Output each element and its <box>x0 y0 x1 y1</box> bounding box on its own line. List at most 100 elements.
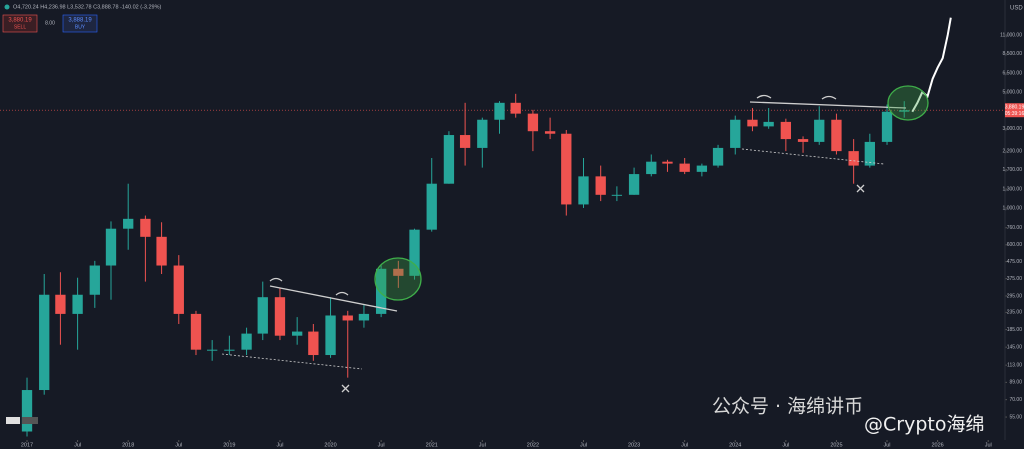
author: @Crypto海绵 <box>864 414 984 436</box>
candle-body <box>628 174 640 195</box>
x-tick-label: Jul <box>782 442 789 448</box>
y-tick-label: 6,500.00 <box>1003 70 1023 76</box>
y-tick-label: 1,300.00 <box>1003 186 1023 192</box>
candle-body <box>712 147 724 166</box>
candle-body <box>393 268 404 276</box>
y-tick-label: 475.00 <box>1007 259 1023 265</box>
candle-body <box>881 111 893 142</box>
buy-label: BUY <box>75 24 86 30</box>
x-tick-label: 2026 <box>931 442 943 448</box>
buy-price: 3,888.19 <box>68 18 92 24</box>
candle-body <box>342 315 353 321</box>
candle-body <box>510 102 521 114</box>
candle-body <box>426 183 437 230</box>
x-tick-label: 2022 <box>527 442 539 448</box>
ohlc-info: O4,720.24 H4,236.98 L3,532.78 C3,888.78 … <box>13 4 161 10</box>
x-tick-label: 2025 <box>830 442 842 448</box>
marks <box>21 17 952 437</box>
candle-body <box>105 228 117 266</box>
x-tick-label: Jul <box>985 442 992 448</box>
buy-button[interactable] <box>62 14 98 33</box>
candle-body <box>140 218 151 237</box>
candle-body <box>864 141 875 166</box>
candle-body <box>611 194 623 196</box>
y-tick-label: 760.00 <box>1007 225 1023 231</box>
price-label-bg <box>1005 103 1024 118</box>
candle-body <box>544 131 556 134</box>
candle-body <box>55 294 66 314</box>
candle-body <box>443 135 455 184</box>
y-tick-label: 1,000.00 <box>1003 205 1023 211</box>
highlight-circle <box>887 85 929 121</box>
x-tick-label: 2019 <box>223 442 235 448</box>
candle-body <box>814 119 825 142</box>
y-tick-label: 8,500.00 <box>1003 51 1023 57</box>
grid <box>0 0 1007 442</box>
status-dot <box>4 4 10 10</box>
candle-body <box>325 315 336 356</box>
x-tick-label: 2020 <box>324 442 336 448</box>
y-tick-label: 5,000.00 <box>1003 89 1023 95</box>
candle-body <box>831 119 842 152</box>
price-label: 3,880.19 <box>1005 105 1024 111</box>
y-tick-label: 3,000.00 <box>1003 126 1023 132</box>
x-tick-label: 2024 <box>729 442 741 448</box>
sell-price: 3,880.19 <box>8 18 32 24</box>
sell-label: SELL <box>14 24 26 30</box>
x-tick-label: Jul <box>378 442 385 448</box>
candle-body <box>747 119 758 127</box>
support-line <box>221 353 363 370</box>
annotations <box>221 85 929 393</box>
candle-body <box>477 119 488 148</box>
candle-body <box>578 176 589 205</box>
watermark: 公众号 · 海绵讲币 <box>712 396 863 418</box>
y-tick-label: 145.00 <box>1007 344 1023 350</box>
candle-body <box>308 331 319 356</box>
candle-body <box>89 265 100 295</box>
y-tick-label: 295.00 <box>1007 293 1023 299</box>
candle-body <box>646 161 657 175</box>
spread: 8.00 <box>45 20 55 26</box>
highlight-circle <box>374 257 422 301</box>
candle-body <box>459 135 471 148</box>
y-tick-label: 113.00 <box>1007 362 1022 368</box>
candle-body <box>358 313 370 321</box>
candle-body <box>123 218 134 229</box>
candle-body <box>257 297 268 334</box>
candle-body <box>797 139 809 142</box>
resistance-line <box>749 101 907 109</box>
x-tick-label: Jul <box>175 442 182 448</box>
candle-body <box>527 113 539 132</box>
currency: USD <box>1010 6 1023 12</box>
candle-body <box>780 121 792 140</box>
top-arc <box>756 94 837 100</box>
candle-body <box>375 268 387 314</box>
y-tick-label: 600.00 <box>1007 242 1023 248</box>
candle-body <box>494 102 505 120</box>
resistance-line <box>269 285 398 312</box>
countdown: 05:39:16 <box>1005 111 1024 117</box>
candle-body <box>291 331 303 336</box>
candle-body <box>662 161 673 164</box>
candle-body <box>763 121 774 127</box>
top-arc <box>269 277 349 296</box>
candle-body <box>241 333 252 350</box>
candle-body <box>696 165 708 172</box>
candle-body <box>190 313 202 350</box>
x-tick-label: Jul <box>580 442 587 448</box>
candle-body <box>156 236 167 266</box>
x-tick-label: Jul <box>276 442 283 448</box>
candle-body <box>39 294 50 391</box>
candle-body <box>21 390 33 432</box>
projection-line <box>911 17 952 113</box>
candle-body <box>173 265 184 314</box>
y-tick-label: 2,200.00 <box>1003 148 1023 154</box>
x-tick-label: 2023 <box>628 442 640 448</box>
y-tick-label: 1,700.00 <box>1003 167 1023 173</box>
x-tick-label: Jul <box>884 442 891 448</box>
candle-body <box>848 151 859 166</box>
candle-body <box>72 294 83 314</box>
sell-button[interactable] <box>2 14 38 33</box>
